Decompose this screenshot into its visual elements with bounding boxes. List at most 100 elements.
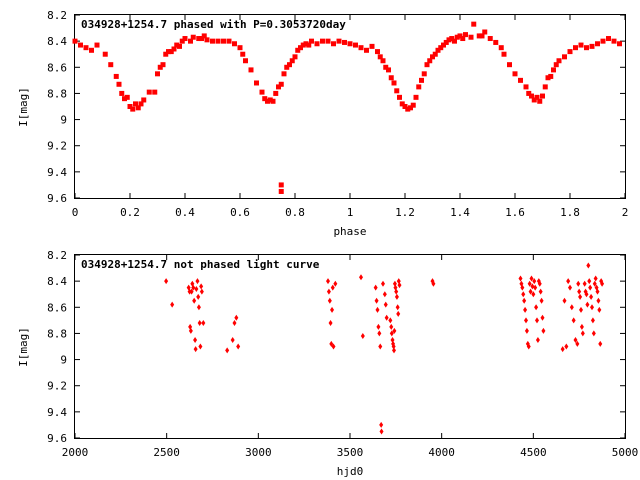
phased-data-point	[243, 58, 248, 64]
unphased-x-tick-label: 2000	[62, 446, 89, 459]
phased-data-point	[276, 84, 281, 90]
phased-data-point	[267, 97, 273, 103]
unphased-data-point	[381, 280, 385, 287]
phased-data-point	[424, 62, 430, 68]
phased-data-point	[325, 38, 331, 44]
phased-data-point	[254, 80, 259, 86]
phased-data-point	[336, 38, 342, 44]
phased-data-point	[567, 49, 573, 55]
phased-data-point	[421, 71, 427, 77]
phased-data-point	[102, 51, 108, 57]
phased-x-tick-label: 0	[72, 206, 79, 219]
unphased-data-point	[592, 280, 597, 287]
phased-data-point	[408, 105, 413, 111]
unphased-data-point	[236, 343, 241, 350]
unphased-data-point	[590, 304, 594, 311]
phased-data-point	[553, 62, 559, 68]
phased-data-point	[413, 94, 419, 100]
phased-data-points	[72, 21, 622, 194]
phased-data-point	[493, 39, 499, 45]
unphased-data-point	[389, 330, 394, 337]
phased-data-point	[578, 42, 584, 48]
phased-data-point	[284, 64, 290, 70]
unphased-x-tick-label: 4500	[520, 446, 547, 459]
phased-data-point	[482, 29, 488, 35]
phased-data-point	[94, 42, 100, 48]
phased-data-point	[300, 42, 306, 48]
phased-data-point	[303, 41, 309, 47]
phased-data-point	[460, 36, 466, 42]
phased-data-point	[534, 94, 540, 100]
phased-data-point	[402, 104, 408, 109]
unphased-y-tick-label: 8.2	[47, 249, 67, 262]
unphased-data-point	[595, 288, 600, 295]
unphased-data-point	[537, 280, 542, 287]
phased-x-tick-label: 0.8	[285, 206, 305, 219]
phased-data-point	[443, 39, 449, 45]
unphased-data-point	[391, 343, 396, 350]
phased-y-tick-label: 9.2	[47, 140, 67, 153]
phased-x-tick-label: 2	[622, 206, 629, 219]
unphased-data-point	[330, 306, 335, 313]
phased-data-point	[89, 47, 94, 53]
phased-data-point	[452, 38, 457, 44]
phased-data-point	[353, 42, 358, 48]
unphased-data-point	[196, 304, 201, 311]
phased-data-point	[182, 36, 188, 42]
phased-data-point	[204, 37, 210, 43]
phased-y-tick-label: 8.6	[47, 61, 67, 74]
phased-data-point	[537, 98, 543, 104]
phased-data-point	[380, 58, 386, 64]
unphased-data-point	[193, 346, 198, 353]
unphased-data-point	[533, 284, 538, 291]
unphased-data-point	[328, 319, 333, 326]
unphased-data-point	[360, 333, 365, 340]
unphased-data-point	[330, 284, 335, 291]
phased-data-point	[446, 37, 452, 43]
phased-data-point	[262, 96, 268, 102]
phased-data-point	[127, 104, 133, 109]
unphased-data-point	[591, 330, 596, 337]
unphased-y-tick-label: 9	[60, 354, 67, 367]
unphased-data-point	[327, 297, 332, 304]
unphased-data-point	[374, 297, 379, 304]
phased-data-point	[441, 42, 446, 48]
unphased-data-point	[194, 285, 199, 292]
phased-x-tick-label: 1.2	[395, 206, 415, 219]
phased-data-point	[155, 71, 160, 77]
phased-data-point	[124, 94, 130, 100]
phased-data-point	[116, 81, 122, 87]
phased-data-point	[278, 188, 284, 194]
unphased-plot-frame	[74, 254, 626, 439]
unphased-data-point	[568, 284, 572, 291]
unphased-data-point	[394, 293, 399, 300]
phased-data-point	[432, 51, 438, 57]
phased-data-point	[611, 38, 617, 44]
unphased-plot-title: 034928+1254.7 not phased light curve	[81, 258, 320, 271]
unphased-y-axis-label: I[mag]	[17, 327, 30, 367]
phased-data-point	[518, 77, 523, 83]
unphased-plot: 8.2 8.4 8.6 8.8 9 9.2 9.4 9.6 2000 2500 3000 3500 4…	[17, 249, 638, 478]
phased-data-point	[83, 45, 89, 51]
unphased-data-point	[377, 330, 382, 337]
phased-data-point	[119, 90, 125, 96]
unphased-y-tick-label: 8.8	[47, 327, 67, 340]
phased-data-point	[201, 33, 207, 39]
unphased-x-tick-label: 3500	[337, 446, 364, 459]
unphased-data-point	[388, 317, 393, 324]
unphased-data-point	[197, 319, 202, 326]
unphased-data-point	[564, 343, 569, 350]
phased-data-point	[375, 49, 380, 55]
phased-x-tick-label: 1	[347, 206, 354, 219]
phased-data-point	[595, 41, 600, 47]
unphased-data-point	[397, 282, 402, 289]
phased-data-point	[287, 62, 292, 68]
phased-data-point	[397, 94, 402, 100]
phased-data-point	[135, 105, 141, 111]
unphased-data-point	[188, 327, 193, 334]
phased-data-point	[364, 47, 369, 53]
phased-data-point	[278, 182, 284, 188]
unphased-data-point	[593, 275, 598, 282]
unphased-data-point	[598, 340, 603, 347]
